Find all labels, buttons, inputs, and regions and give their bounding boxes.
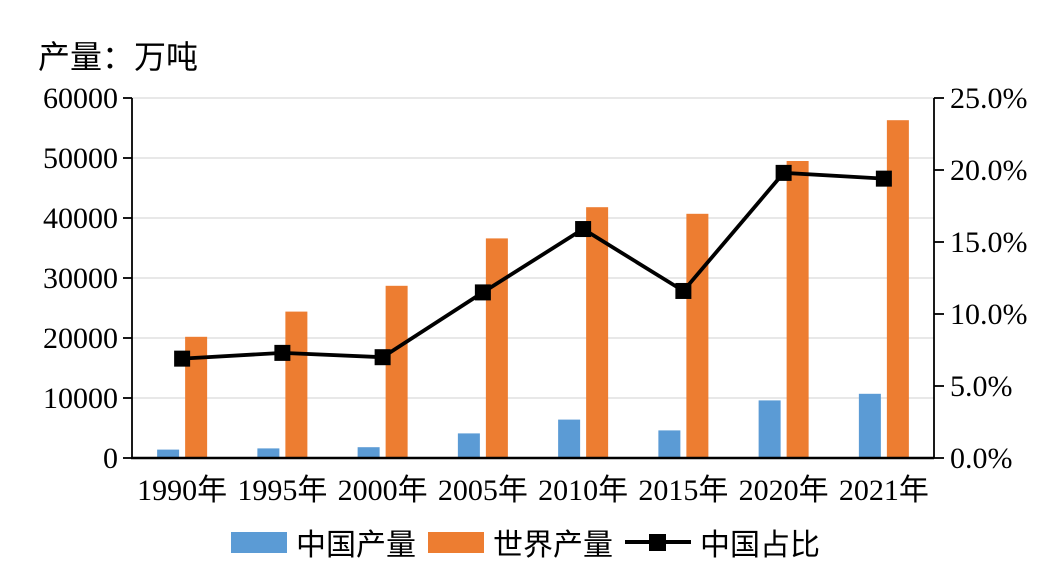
right-axis-tick-label: 5.0% [950,370,1013,403]
gridlines [132,97,934,459]
x-axis-labels: 1990年 1995年 2000年 2005年 2010年 2015年 2020年 2021年 [137,474,929,507]
right-axis-tick-label: 20.0% [950,154,1028,187]
right-axis-labels: 0.0% 5.0% 10.0% 15.0% 20.0% 25.0% [950,82,1028,475]
bar-world-1990年 [185,336,208,458]
legend-label-world-production: 世界产量 [493,529,613,562]
bar-china-2000年 [357,447,380,458]
left-axis-tick-label: 60000 [43,82,118,115]
bar-china-2005年 [457,433,480,458]
share-marker-2005年 [474,284,491,301]
left-axis-tick-label: 10000 [43,382,118,415]
x-axis-label: 1995年 [237,474,327,507]
bars-china-production [157,393,881,458]
bar-world-2005年 [485,238,508,458]
x-axis-label: 2000年 [338,474,428,507]
x-axis-label: 2005年 [438,474,528,507]
legend-item-china-production: 中国产量 [231,520,416,564]
x-axis-label: 2015年 [638,474,728,507]
x-axis-label: 1990年 [137,474,227,507]
legend-line-marker-icon [625,532,691,553]
right-axis-tick-label: 10.0% [950,298,1028,331]
left-axis-tick-label: 0 [103,442,118,475]
x-axis-label: 2020年 [739,474,829,507]
share-marker-2020年 [775,164,792,181]
legend: 中国产量 世界产量 中国占比 [0,520,1051,564]
left-axis-tick-label: 30000 [43,262,118,295]
china-share-line [182,170,884,361]
share-marker-2015年 [675,282,692,299]
left-axis-tick-label: 50000 [43,142,118,175]
legend-square-marker-icon [649,533,666,551]
share-marker-2010年 [575,221,592,238]
bar-world-2010年 [586,207,609,458]
legend-label-china-production: 中国产量 [296,529,416,562]
legend-label-china-share: 中国占比 [700,529,820,562]
bar-china-2020年 [758,400,781,458]
share-marker-1990年 [174,350,191,367]
bar-world-2021年 [886,120,909,458]
axes [123,97,944,460]
bar-world-1995年 [285,311,308,458]
x-axis-label: 2010年 [538,474,628,507]
share-marker-2000年 [374,349,391,366]
axis-unit-label: 产量：万吨 [38,39,199,75]
china-share-markers [174,164,892,367]
right-axis-tick-label: 0.0% [950,442,1013,475]
left-axis-tick-label: 20000 [43,322,118,355]
bar-china-2015年 [658,430,681,458]
x-axis-label: 2021年 [839,474,929,507]
bar-china-1990年 [157,449,180,458]
bar-china-1995年 [257,448,280,458]
share-marker-1995年 [274,344,291,361]
bar-world-2020年 [786,161,809,458]
share-marker-2021年 [875,170,892,187]
left-axis-labels: 0 10000 20000 30000 40000 50000 60000 [43,82,118,475]
left-axis-tick-label: 40000 [43,202,118,235]
legend-swatch-china-bar-icon [231,531,287,553]
right-axis-tick-label: 15.0% [950,226,1028,259]
legend-swatch-world-bar-icon [428,531,484,553]
bar-world-2015年 [686,213,709,458]
legend-item-world-production: 世界产量 [428,520,613,564]
right-axis-tick-label: 25.0% [950,82,1028,115]
bar-china-2021年 [858,393,881,458]
bar-world-2000年 [385,285,408,458]
legend-item-china-share: 中国占比 [625,520,820,564]
bars-world-production [185,120,909,458]
bar-china-2010年 [558,419,581,458]
